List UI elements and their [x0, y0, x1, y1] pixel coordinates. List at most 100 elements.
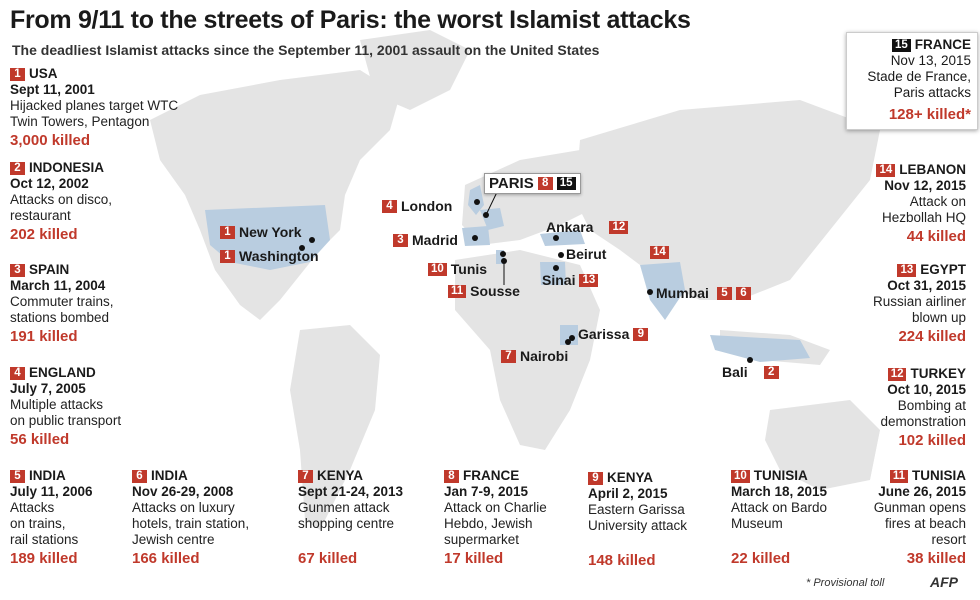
- event-country: EGYPT: [920, 262, 966, 277]
- map-label-beirut: Beirut: [566, 246, 606, 262]
- event-number-badge: 5: [10, 469, 25, 483]
- event-number-badge: 4: [10, 366, 25, 380]
- map-label-london: 4 London: [382, 198, 452, 214]
- event-6: 6 INDIA Nov 26-29, 2008 Attacks on luxury…: [132, 468, 292, 567]
- event-country: INDIA: [151, 468, 188, 483]
- event-country: TURKEY: [910, 366, 966, 381]
- event-desc-line: Russian airliner: [872, 294, 966, 309]
- event-3: 3 SPAIN March 11, 2004 Commuter trains, s…: [10, 262, 175, 345]
- map-number-badge: 6: [735, 286, 751, 300]
- event-date: Sept 21-24, 2013: [298, 484, 404, 499]
- event-number-badge: 10: [731, 469, 750, 483]
- event-country: TUNISIA: [753, 468, 808, 483]
- event-2: 2 INDONESIA Oct 12, 2002 Attacks on disco…: [10, 160, 175, 243]
- map-number-badge: 7: [501, 349, 516, 363]
- event-14: 14 LEBANON Nov 12, 2015 Attack on Hezboll…: [801, 162, 966, 245]
- event-number-badge: 13: [897, 263, 917, 277]
- event-desc-line: on trains,: [10, 516, 66, 531]
- event-desc-line: Attacks on luxury: [132, 500, 235, 515]
- map-label-ankara: Ankara 12: [546, 219, 629, 235]
- event-country: KENYA: [317, 468, 364, 483]
- event-killed: 191 killed: [10, 328, 78, 345]
- event-desc-line: Paris attacks: [893, 85, 971, 100]
- event-number-badge: 12: [887, 367, 907, 381]
- event-desc-line: Attacks: [10, 500, 55, 515]
- event-number-badge: 6: [132, 469, 147, 483]
- map-label-tunis: 10 Tunis: [428, 261, 487, 277]
- event-number-badge: 2: [10, 161, 25, 175]
- event-country: SPAIN: [29, 262, 70, 277]
- map-number-badge: 8: [537, 177, 553, 190]
- event-13: 13 EGYPT Oct 31, 2015 Russian airliner bl…: [801, 262, 966, 345]
- event-desc-line: rail stations: [10, 532, 79, 547]
- map-number-badge: 13: [579, 273, 599, 287]
- city-name: Nairobi: [520, 348, 569, 364]
- event-9: 9 KENYA April 2, 2015 Eastern Garissa Uni…: [588, 470, 723, 569]
- event-date: Nov 13, 2015: [890, 53, 971, 68]
- map-number-badge: 4: [382, 199, 397, 213]
- event-country: FRANCE: [463, 468, 520, 483]
- page-title: From 9/11 to the streets of Paris: the w…: [10, 6, 691, 34]
- event-killed: 166 killed: [132, 550, 200, 567]
- beirut-dot: [558, 252, 564, 258]
- event-date: Oct 10, 2015: [887, 382, 966, 397]
- afp-logo: AFP: [930, 574, 958, 590]
- event-desc-line: blown up: [911, 310, 966, 325]
- map-label-mumbai: Mumbai 5 6: [656, 285, 751, 301]
- city-name: Ankara: [546, 219, 594, 235]
- event-desc-line: shopping centre: [298, 516, 395, 531]
- event-country: INDIA: [29, 468, 66, 483]
- map-label-washington: 1 Washington: [220, 248, 319, 264]
- event-1: 1 USA Sept 11, 2001 Hijacked planes targe…: [10, 66, 230, 149]
- event-desc-line: Jewish centre: [132, 532, 215, 547]
- event-killed: 56 killed: [10, 431, 70, 448]
- newyork-dot: [309, 237, 315, 243]
- event-date: Nov 12, 2015: [884, 178, 966, 193]
- nairobi-dot: [565, 339, 571, 345]
- event-killed: 67 killed: [298, 550, 358, 567]
- event-desc-line: fires at beach: [884, 516, 966, 531]
- event-number-badge: 3: [10, 263, 25, 277]
- map-label-bali: Bali 2: [722, 364, 779, 380]
- event-desc-line: resort: [931, 532, 966, 547]
- event-8: 8 FRANCE Jan 7-9, 2015 Attack on Charlie …: [444, 468, 584, 567]
- event-desc-line: University attack: [588, 518, 688, 533]
- mumbai-dot: [647, 289, 653, 295]
- australia-landmass: [765, 400, 880, 490]
- africa-landmass: [455, 250, 600, 450]
- event-date: Oct 12, 2002: [10, 176, 89, 191]
- event-desc-line: Commuter trains,: [10, 294, 114, 309]
- event-number-badge: 8: [444, 469, 459, 483]
- event-killed: 224 killed: [898, 328, 966, 345]
- event-desc-line: Gunman opens: [873, 500, 966, 515]
- city-name: Madrid: [412, 232, 458, 248]
- ankara-dot: [553, 235, 559, 241]
- event-killed: 17 killed: [444, 550, 504, 567]
- event-date: Oct 31, 2015: [887, 278, 966, 293]
- city-name: New York: [239, 224, 302, 240]
- event-desc-line: hotels, train station,: [132, 516, 250, 531]
- event-11: 11 TUNISIA June 26, 2015 Gunman opens fir…: [851, 468, 966, 567]
- city-name: Mumbai: [656, 285, 709, 301]
- event-4: 4 ENGLAND July 7, 2005 Multiple attacks o…: [10, 365, 175, 448]
- event-12: 12 TURKEY Oct 10, 2015 Bombing at demonst…: [801, 366, 966, 449]
- map-label-newyork: 1 New York: [220, 224, 302, 240]
- event-date: Sept 11, 2001: [10, 82, 95, 97]
- usa-highlight: [205, 205, 330, 270]
- event-country: KENYA: [607, 470, 654, 485]
- event-killed: 189 killed: [10, 550, 78, 567]
- city-name: Sinai: [542, 272, 576, 288]
- event-country: USA: [29, 66, 58, 81]
- event-number-badge: 7: [298, 469, 313, 483]
- garissa-dot: [569, 335, 575, 341]
- event-desc-line: Attack on: [909, 194, 966, 209]
- event-desc-line: Attacks on disco,: [10, 192, 113, 207]
- event-killed: 148 killed: [588, 552, 656, 569]
- event-country: INDONESIA: [29, 160, 105, 175]
- event-7: 7 KENYA Sept 21-24, 2013 Gunmen attack sh…: [298, 468, 438, 567]
- event-5: 5 INDIA July 11, 2006 Attacks on trains, …: [10, 468, 125, 567]
- event-desc-line: Eastern Garissa: [588, 502, 685, 517]
- city-name: Tunis: [450, 261, 488, 277]
- event-date: Nov 26-29, 2008: [132, 484, 234, 499]
- event-killed: 202 killed: [10, 226, 78, 243]
